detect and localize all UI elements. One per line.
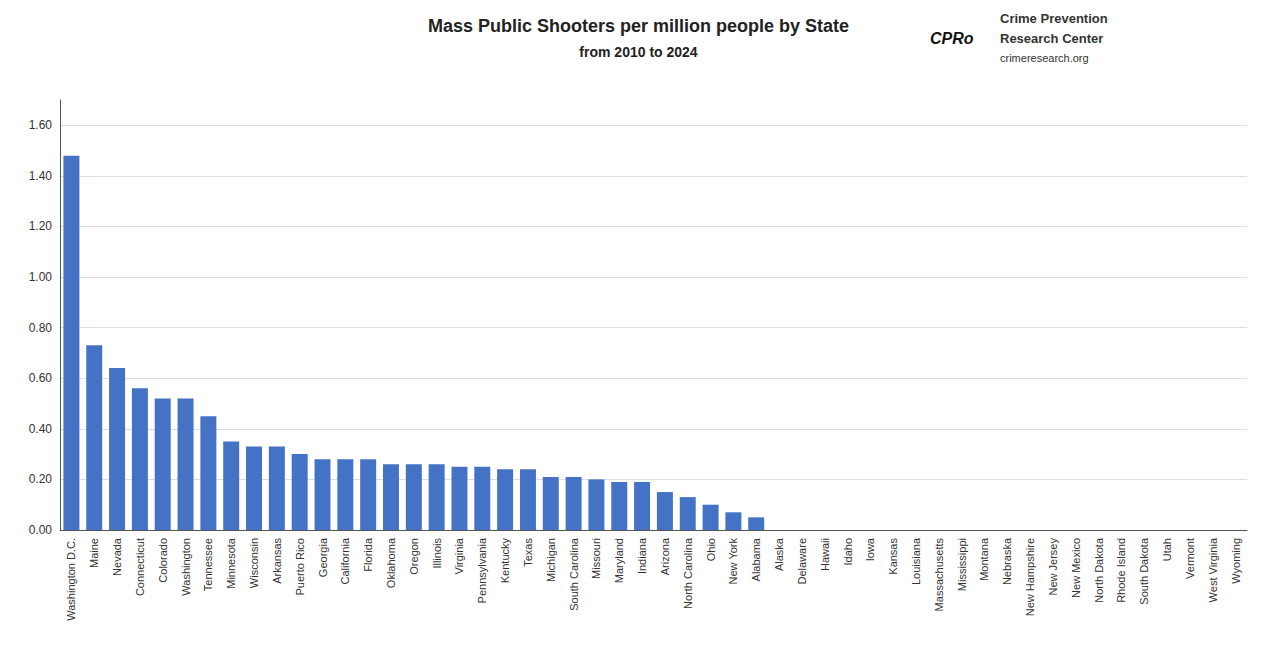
svg-text:Hawaii: Hawaii bbox=[819, 538, 831, 571]
svg-text:Oregon: Oregon bbox=[408, 538, 420, 575]
svg-text:Mass Public Shooters per milli: Mass Public Shooters per million people … bbox=[428, 16, 849, 36]
svg-text:1.20: 1.20 bbox=[29, 219, 53, 233]
svg-text:Kentucky: Kentucky bbox=[499, 538, 511, 584]
svg-text:0.40: 0.40 bbox=[29, 422, 53, 436]
svg-text:West Virginia: West Virginia bbox=[1207, 537, 1219, 602]
svg-text:Arizona: Arizona bbox=[659, 537, 671, 575]
svg-text:0.80: 0.80 bbox=[29, 321, 53, 335]
svg-text:Vermont: Vermont bbox=[1184, 538, 1196, 579]
svg-text:Massachusetts: Massachusetts bbox=[933, 538, 945, 612]
svg-text:New Jersey: New Jersey bbox=[1047, 538, 1059, 596]
svg-text:Puerto Rico: Puerto Rico bbox=[294, 538, 306, 595]
svg-text:New Mexico: New Mexico bbox=[1070, 538, 1082, 598]
svg-text:Arkansas: Arkansas bbox=[271, 538, 283, 584]
svg-text:Texas: Texas bbox=[522, 538, 534, 567]
svg-text:Washington: Washington bbox=[180, 538, 192, 596]
svg-text:Utah: Utah bbox=[1161, 538, 1173, 561]
svg-text:Nebraska: Nebraska bbox=[1001, 537, 1013, 585]
svg-text:Alabama: Alabama bbox=[750, 537, 762, 581]
svg-text:Maryland: Maryland bbox=[613, 538, 625, 583]
svg-text:Wisconsin: Wisconsin bbox=[248, 538, 260, 588]
svg-text:Colorado: Colorado bbox=[157, 538, 169, 583]
svg-text:CPRo: CPRo bbox=[930, 30, 974, 47]
svg-text:South Dakota: South Dakota bbox=[1138, 537, 1150, 605]
svg-text:Alaska: Alaska bbox=[773, 537, 785, 571]
svg-text:Tennessee: Tennessee bbox=[202, 538, 214, 591]
svg-text:1.00: 1.00 bbox=[29, 270, 53, 284]
svg-text:1.60: 1.60 bbox=[29, 118, 53, 132]
svg-text:Delaware: Delaware bbox=[796, 538, 808, 584]
svg-text:Louisiana: Louisiana bbox=[910, 537, 922, 585]
svg-text:Ohio: Ohio bbox=[705, 538, 717, 561]
svg-text:Washington D.C.: Washington D.C. bbox=[65, 538, 77, 621]
svg-text:0.60: 0.60 bbox=[29, 371, 53, 385]
svg-text:Mississippi: Mississippi bbox=[956, 538, 968, 591]
svg-text:New York: New York bbox=[727, 538, 739, 585]
svg-text:Montana: Montana bbox=[978, 537, 990, 581]
svg-text:crimeresearch.org: crimeresearch.org bbox=[1000, 52, 1089, 64]
svg-text:from 2010 to 2024: from 2010 to 2024 bbox=[579, 44, 697, 60]
svg-text:New Hampshire: New Hampshire bbox=[1024, 538, 1036, 616]
svg-text:Oklahoma: Oklahoma bbox=[385, 537, 397, 588]
svg-text:Rhode Island: Rhode Island bbox=[1115, 538, 1127, 603]
svg-text:South Carolina: South Carolina bbox=[568, 537, 580, 611]
svg-text:California: California bbox=[339, 537, 351, 584]
svg-text:Illinois: Illinois bbox=[431, 538, 443, 569]
svg-text:0.00: 0.00 bbox=[29, 523, 53, 537]
svg-text:0.20: 0.20 bbox=[29, 472, 53, 486]
svg-text:Research Center: Research Center bbox=[1000, 31, 1103, 46]
svg-text:North Carolina: North Carolina bbox=[682, 537, 694, 609]
svg-text:Crime Prevention: Crime Prevention bbox=[1000, 11, 1108, 26]
svg-text:Michigan: Michigan bbox=[545, 538, 557, 582]
svg-text:Connecticut: Connecticut bbox=[134, 538, 146, 596]
svg-text:Wyoming: Wyoming bbox=[1230, 538, 1242, 584]
svg-text:Pennsylvania: Pennsylvania bbox=[476, 537, 488, 603]
svg-text:Virginia: Virginia bbox=[453, 537, 465, 574]
svg-text:North Dakota: North Dakota bbox=[1093, 537, 1105, 603]
svg-text:Minnesota: Minnesota bbox=[225, 537, 237, 589]
svg-text:Missouri: Missouri bbox=[590, 538, 602, 579]
svg-text:Maine: Maine bbox=[88, 538, 100, 568]
svg-text:Idaho: Idaho bbox=[842, 538, 854, 566]
svg-text:Nevada: Nevada bbox=[111, 537, 123, 576]
svg-text:Iowa: Iowa bbox=[864, 537, 876, 561]
svg-text:Indiana: Indiana bbox=[636, 537, 648, 574]
svg-text:Kansas: Kansas bbox=[887, 538, 899, 575]
svg-text:1.40: 1.40 bbox=[29, 169, 53, 183]
svg-text:Georgia: Georgia bbox=[317, 537, 329, 577]
svg-text:Florida: Florida bbox=[362, 537, 374, 572]
